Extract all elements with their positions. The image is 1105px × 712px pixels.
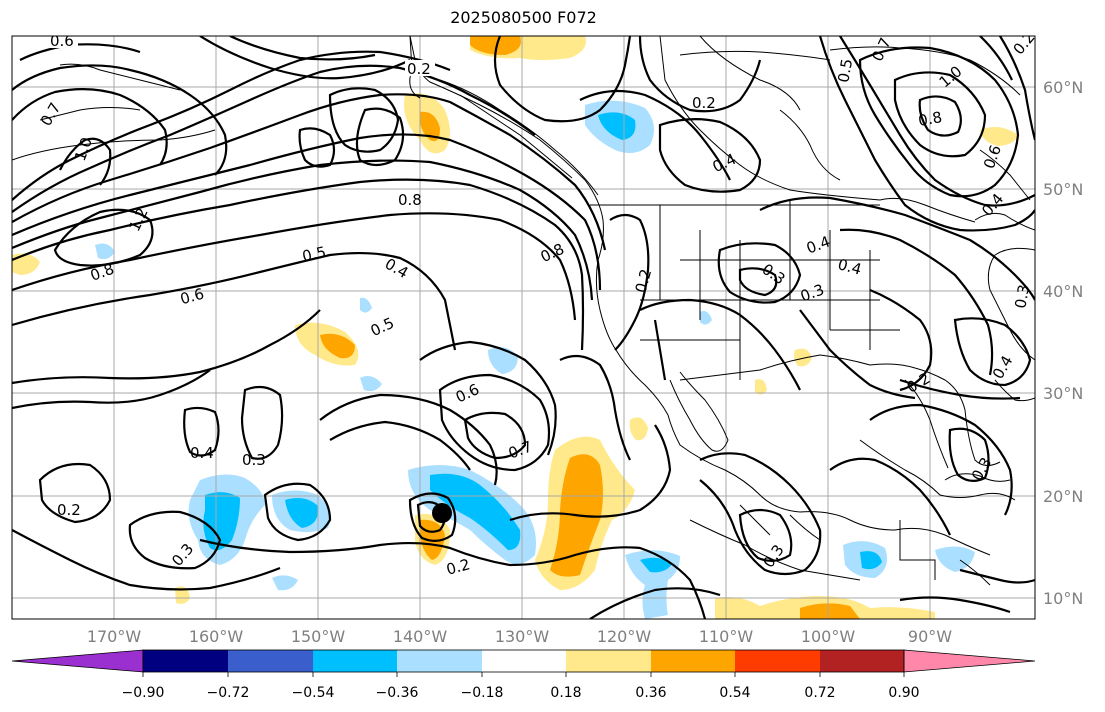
- colorbar-segment: [397, 650, 482, 672]
- colorbar-tick-label: −0.18: [461, 685, 504, 701]
- lon-tick: 140°W: [393, 627, 448, 646]
- contour-label: 0.2: [57, 501, 81, 519]
- contour-label: 0.2: [692, 94, 716, 112]
- colorbar-tick-label: −0.90: [122, 685, 165, 701]
- colorbar-tick-label: 0.18: [550, 685, 581, 701]
- colorbar-segment: [651, 650, 735, 672]
- lon-tick-labels: 170°W 160°W 150°W 140°W 130°W 120°W 110°…: [87, 627, 952, 646]
- shade-neg: [95, 243, 115, 260]
- contour-label: 0.4: [836, 255, 864, 279]
- contour-lines: [12, 36, 1035, 619]
- shade-pos: [755, 379, 767, 395]
- lon-tick: 120°W: [597, 627, 652, 646]
- shading-layer: [12, 36, 1018, 619]
- shade-neg: [640, 557, 672, 573]
- shade-neg: [488, 347, 518, 374]
- colorbar-tick-label: 0.90: [888, 685, 919, 701]
- colorbar-extend-max: [903, 649, 1036, 673]
- contour-label: 0.3: [242, 451, 266, 469]
- coastlines: [12, 36, 1035, 586]
- shade-pos: [175, 586, 190, 604]
- lon-tick: 110°W: [699, 627, 754, 646]
- lat-tick-labels: 60°N 50°N 40°N 30°N 20°N 10°N: [1043, 78, 1083, 608]
- shade-neg: [360, 376, 382, 392]
- contour-label: 0.5: [301, 243, 328, 266]
- contour-label: 0.8: [917, 108, 944, 130]
- map-border: [11, 35, 1036, 620]
- shade-neg: [272, 575, 298, 591]
- lon-tick: 160°W: [189, 627, 244, 646]
- contour-label: 0.6: [178, 285, 206, 309]
- shade-neg: [598, 112, 636, 140]
- colorbar-tick-label: 0.54: [719, 685, 750, 701]
- lat-tick: 50°N: [1043, 180, 1083, 199]
- colorbar-tick-label: −0.54: [292, 685, 335, 701]
- colorbar-segment: [143, 650, 228, 672]
- shade-pos: [629, 417, 648, 441]
- colorbar-extend-min: [11, 649, 144, 673]
- shade-neg: [430, 473, 521, 550]
- colorbar-segment: [735, 650, 820, 672]
- lat-tick: 30°N: [1043, 384, 1083, 403]
- colorbar-tick-label: −0.72: [207, 685, 250, 701]
- colorbar-tick-label: 0.72: [804, 685, 835, 701]
- lon-tick: 150°W: [291, 627, 346, 646]
- colorbar-tick-label: −0.36: [376, 685, 419, 701]
- lon-tick: 90°W: [908, 627, 952, 646]
- contour-label: 0.2: [632, 267, 656, 295]
- colorbar-tick-label: 0.36: [635, 685, 666, 701]
- lat-tick: 40°N: [1043, 282, 1083, 301]
- contour-label: 0.2: [444, 555, 472, 579]
- shade-neg: [360, 297, 372, 313]
- lat-tick: 10°N: [1043, 589, 1083, 608]
- shade-pos: [980, 126, 1018, 146]
- lon-tick: 100°W: [801, 627, 856, 646]
- contour-label: 0.8: [398, 191, 422, 209]
- contour-label: 0.4: [190, 444, 214, 462]
- storm-marker: [432, 503, 452, 523]
- colorbar-segment: [820, 650, 904, 672]
- shade-pos: [794, 348, 812, 367]
- graticule: [12, 36, 1035, 619]
- colorbar-segment: [313, 650, 397, 672]
- contour-label: 0.3: [1011, 283, 1033, 310]
- contour-label: 0.2: [407, 60, 431, 78]
- colorbar-segment: [566, 650, 651, 672]
- lon-tick: 130°W: [495, 627, 550, 646]
- lat-tick: 60°N: [1043, 78, 1083, 97]
- shade-pos: [470, 36, 521, 55]
- shade-neg: [285, 498, 319, 528]
- shade-neg: [203, 492, 240, 551]
- shade-neg: [935, 546, 975, 572]
- contour-label: 0.6: [50, 32, 74, 50]
- contour-label: 0.5: [834, 57, 856, 84]
- shade-pos: [320, 333, 355, 359]
- lat-tick: 20°N: [1043, 487, 1083, 506]
- colorbar-segment: [482, 650, 566, 672]
- lon-tick: 170°W: [87, 627, 142, 646]
- shade-pos: [12, 253, 40, 275]
- shade-neg: [700, 311, 712, 325]
- colorbar-segment: [228, 650, 313, 672]
- map-title: 2025080500 F072: [450, 8, 597, 27]
- shade-pos: [419, 111, 440, 142]
- colorbar: −0.90 −0.72 −0.54 −0.36 −0.18 0.18 0.36 …: [11, 649, 1036, 701]
- shade-neg: [860, 551, 882, 570]
- shade-pos: [800, 603, 860, 619]
